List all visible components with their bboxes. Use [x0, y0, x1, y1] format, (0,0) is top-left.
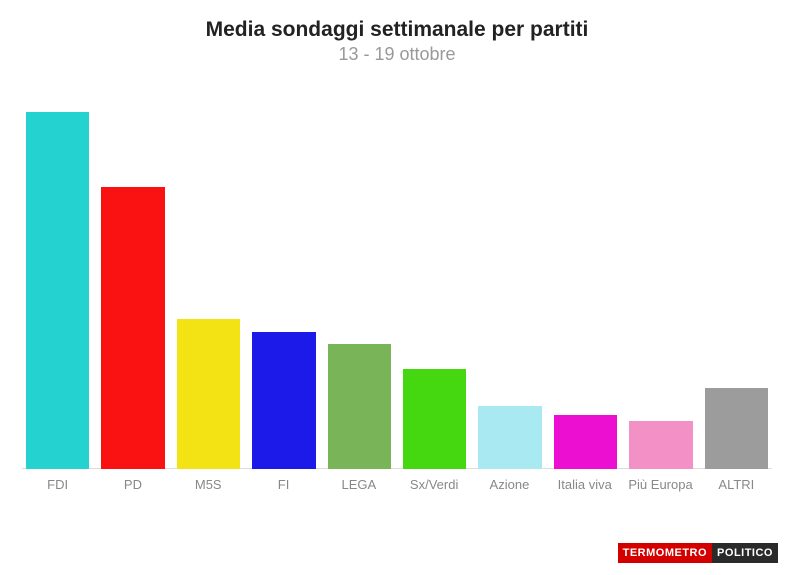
- x-axis-label: M5S: [177, 469, 240, 503]
- bar-column: [328, 93, 391, 469]
- x-axis-label: LEGA: [327, 469, 390, 503]
- bar-column: [554, 93, 617, 469]
- chart-title: Media sondaggi settimanale per partiti: [22, 18, 772, 42]
- bar: [705, 388, 768, 469]
- brand-logo: TERMOMETRO POLITICO: [618, 543, 778, 563]
- brand-logo-left: TERMOMETRO: [618, 543, 712, 563]
- bar: [177, 319, 240, 469]
- x-axis-label: Più Europa: [628, 469, 692, 503]
- x-axis-label: ALTRI: [705, 469, 768, 503]
- x-axis-label: Azione: [478, 469, 541, 503]
- bar-column: [705, 93, 768, 469]
- brand-logo-right: POLITICO: [712, 543, 778, 563]
- x-axis-label: Sx/Verdi: [402, 469, 465, 503]
- bar: [554, 415, 617, 469]
- chart-container: Media sondaggi settimanale per partiti 1…: [0, 0, 794, 575]
- bar: [252, 332, 315, 469]
- bar: [629, 421, 692, 469]
- x-axis-label: PD: [101, 469, 164, 503]
- x-axis-label: FI: [252, 469, 315, 503]
- plot-area: FDI PD M5S FI LEGA Sx/Verdi Azione Italia viva P…: [22, 93, 772, 503]
- bars-row: [22, 93, 772, 469]
- bar-column: [177, 93, 240, 469]
- bar-column: [26, 93, 89, 469]
- chart-titles: Media sondaggi settimanale per partiti 1…: [22, 18, 772, 65]
- bar-column: [629, 93, 692, 469]
- bar: [26, 112, 89, 469]
- bar: [101, 187, 164, 469]
- bar: [328, 344, 391, 469]
- bar: [478, 406, 541, 469]
- x-axis-labels: FDI PD M5S FI LEGA Sx/Verdi Azione Italia viva P…: [22, 469, 772, 503]
- bar-column: [252, 93, 315, 469]
- bar-column: [478, 93, 541, 469]
- x-axis-label: FDI: [26, 469, 89, 503]
- bar-column: [101, 93, 164, 469]
- chart-subtitle: 13 - 19 ottobre: [22, 44, 772, 65]
- bar-column: [403, 93, 466, 469]
- bar: [403, 369, 466, 469]
- x-axis-label: Italia viva: [553, 469, 616, 503]
